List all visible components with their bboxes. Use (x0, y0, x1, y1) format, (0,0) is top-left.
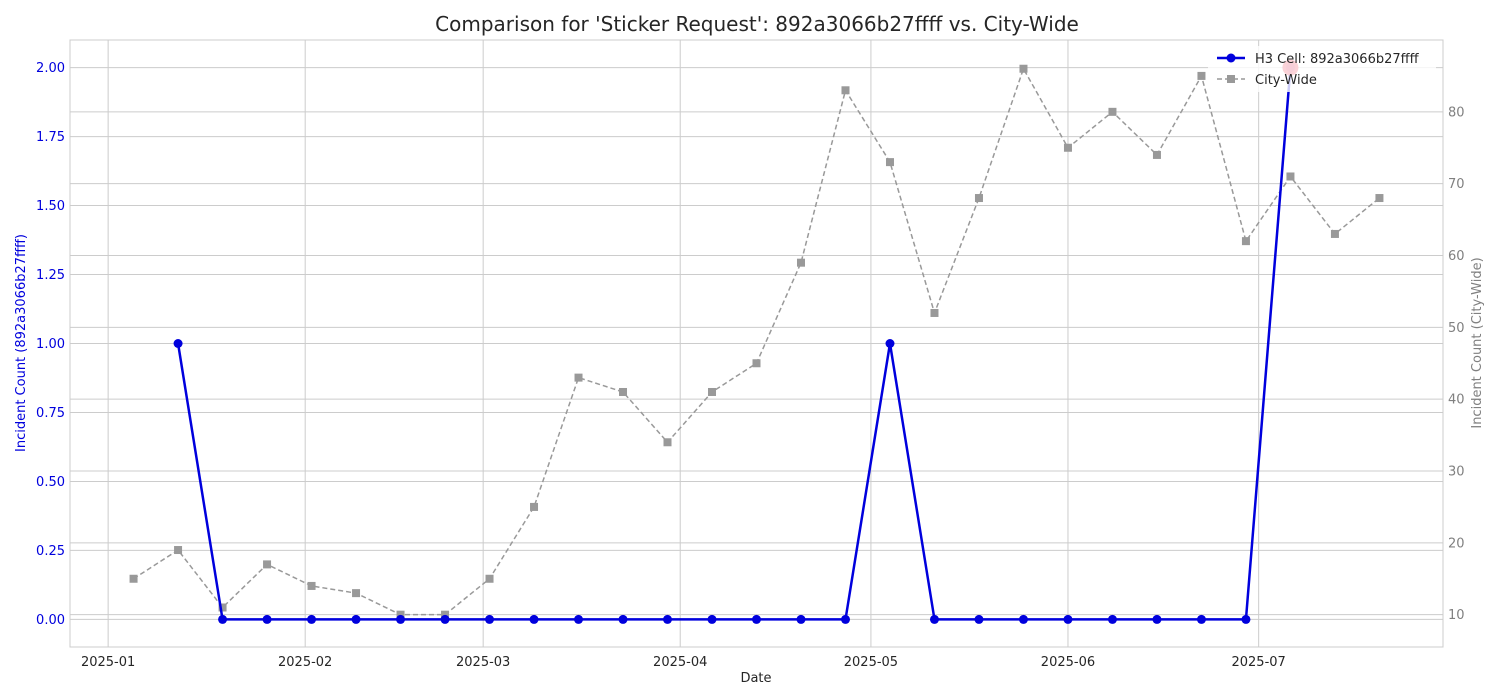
data-point-citywide (796, 258, 805, 267)
series-layer (129, 59, 1384, 624)
x-axis-ticks: 2025-01 2025-02 2025-03 2025-04 2025-05 2025-… (81, 655, 1286, 670)
data-point-h3 (173, 339, 183, 348)
data-point-h3 (840, 614, 850, 624)
legend-marker-h3 (1226, 53, 1236, 63)
legend-marker-citywide (1227, 75, 1235, 83)
legend: H3 Cell: 892a3066b27ffff City-Wide (1208, 46, 1436, 92)
data-point-h3 (752, 614, 761, 624)
data-point-h3 (663, 614, 673, 624)
y-right-tick-label: 50 (1448, 321, 1465, 336)
x-tick-label: 2025-02 (278, 655, 332, 670)
series-line-h3 (176, 67, 1292, 621)
y-axis-right-label: Incident Count (City-Wide) (1470, 257, 1485, 428)
data-point-citywide (1241, 237, 1250, 246)
y-left-tick-label: 1.25 (36, 268, 65, 283)
y-right-tick-label: 80 (1448, 105, 1465, 120)
chart-title: Comparison for 'Sticker Request': 892a30… (435, 12, 1079, 36)
data-point-citywide (218, 603, 227, 612)
y-left-tick-label: 1.75 (36, 130, 65, 145)
data-point-h3 (1107, 614, 1117, 624)
data-point-citywide (885, 158, 894, 167)
data-point-h3 (351, 614, 361, 624)
data-point-citywide (1286, 172, 1295, 181)
legend-box (1208, 46, 1436, 92)
y-left-tick-label: 0.00 (36, 613, 65, 628)
x-tick-label: 2025-01 (81, 655, 135, 670)
x-tick-label: 2025-04 (653, 655, 707, 670)
data-point-h3 (529, 614, 539, 624)
data-point-h3 (440, 614, 450, 624)
x-tick-label: 2025-07 (1231, 655, 1285, 670)
data-point-citywide (752, 359, 761, 368)
data-point-h3 (1196, 614, 1206, 624)
data-point-h3 (618, 614, 628, 624)
data-point-h3 (574, 614, 584, 624)
data-point-h3 (1241, 614, 1251, 624)
data-point-h3 (1063, 614, 1073, 624)
data-point-citywide (1108, 107, 1117, 116)
plot-frame (69, 39, 1444, 648)
data-point-h3 (485, 614, 495, 624)
data-point-citywide (1152, 150, 1161, 159)
data-point-citywide (352, 589, 361, 598)
x-tick-label: 2025-06 (1041, 655, 1095, 670)
data-point-h3 (885, 339, 895, 348)
data-point-citywide (174, 546, 183, 555)
data-point-citywide (530, 502, 539, 511)
y-left-tick-label: 0.50 (36, 475, 65, 490)
y-left-tick-label: 0.75 (36, 406, 65, 421)
data-point-citywide (663, 438, 672, 447)
data-point-h3 (1018, 614, 1028, 624)
data-point-citywide (1375, 194, 1384, 203)
data-point-citywide (129, 574, 138, 583)
y-right-tick-label: 60 (1448, 249, 1465, 264)
data-point-h3 (707, 614, 717, 624)
data-point-citywide (708, 387, 717, 396)
y-right-tick-label: 30 (1448, 465, 1465, 480)
data-point-citywide (1063, 143, 1072, 152)
x-tick-label: 2025-03 (456, 655, 510, 670)
data-point-h3 (262, 614, 272, 624)
y-left-tick-label: 0.25 (36, 544, 65, 559)
data-point-citywide (574, 373, 583, 382)
data-point-citywide (396, 610, 405, 619)
series-line-citywide (133, 66, 1380, 616)
data-point-citywide (930, 308, 939, 317)
y-right-tick-label: 40 (1448, 393, 1465, 408)
y-right-tick-label: 10 (1448, 608, 1465, 623)
data-point-citywide (1019, 64, 1028, 73)
x-axis-label: Date (740, 671, 771, 686)
y-right-tick-label: 70 (1448, 177, 1465, 192)
y-left-tick-label: 1.00 (36, 337, 65, 352)
data-point-h3 (307, 614, 317, 624)
legend-label-citywide: City-Wide (1255, 73, 1317, 88)
legend-label-h3: H3 Cell: 892a3066b27ffff (1255, 52, 1420, 67)
data-point-citywide (841, 86, 850, 95)
data-point-citywide (1197, 71, 1206, 80)
grid (70, 40, 1443, 647)
data-point-h3 (218, 614, 228, 624)
data-point-citywide (263, 560, 272, 569)
data-point-citywide (485, 574, 494, 583)
data-point-citywide (974, 194, 983, 203)
data-point-citywide (619, 387, 628, 396)
y-axis-left-ticks: 0.00 0.25 0.50 0.75 1.00 1.25 1.50 1.75 2.00 (36, 61, 65, 628)
data-point-h3 (974, 614, 984, 624)
y-axis-right-ticks: 10 20 30 40 50 60 70 80 (1448, 105, 1465, 623)
y-right-tick-label: 20 (1448, 536, 1465, 551)
data-point-citywide (441, 610, 450, 619)
data-point-h3 (396, 614, 406, 624)
data-point-h3 (929, 614, 939, 624)
y-axis-left-label: Incident Count (892a3066b27ffff) (14, 234, 29, 452)
x-tick-label: 2025-05 (844, 655, 898, 670)
data-point-citywide (1330, 229, 1339, 238)
data-point-h3 (796, 614, 806, 624)
y-left-tick-label: 2.00 (36, 61, 65, 76)
data-point-citywide (307, 581, 316, 590)
y-left-tick-label: 1.50 (36, 199, 65, 214)
data-point-h3 (1152, 614, 1162, 624)
